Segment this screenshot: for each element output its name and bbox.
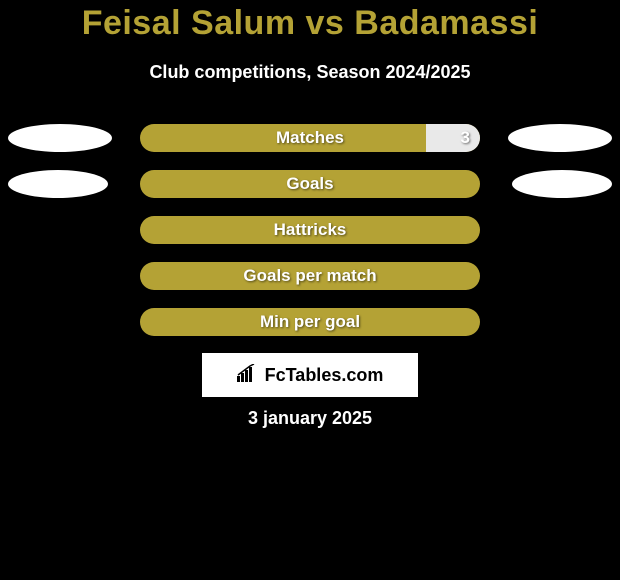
player-right-marker [508,124,612,152]
player-left-marker [8,124,112,152]
comparison-infographic: Feisal Salum vs Badamassi Club competiti… [0,0,620,580]
stat-bar-track [140,216,480,244]
player-left-marker [8,170,108,198]
brand-logo-text: FcTables.com [265,365,384,386]
stat-row: Hattricks [0,216,620,244]
stat-value-right: 3 [461,124,470,152]
stat-bar-track [140,308,480,336]
bar-chart-icon [237,364,259,387]
page-subtitle: Club competitions, Season 2024/2025 [0,62,620,83]
stat-row: Goals [0,170,620,198]
stat-bar-fill-right [426,124,480,152]
stat-bar-track [140,124,480,152]
snapshot-date: 3 january 2025 [0,408,620,429]
stat-row: Min per goal [0,308,620,336]
stat-row: Goals per match [0,262,620,290]
player-right-marker [512,170,612,198]
brand-logo-box: FcTables.com [202,353,418,397]
page-title: Feisal Salum vs Badamassi [0,4,620,43]
stat-bar-track [140,262,480,290]
stat-row: Matches3 [0,124,620,152]
stat-bar-track [140,170,480,198]
